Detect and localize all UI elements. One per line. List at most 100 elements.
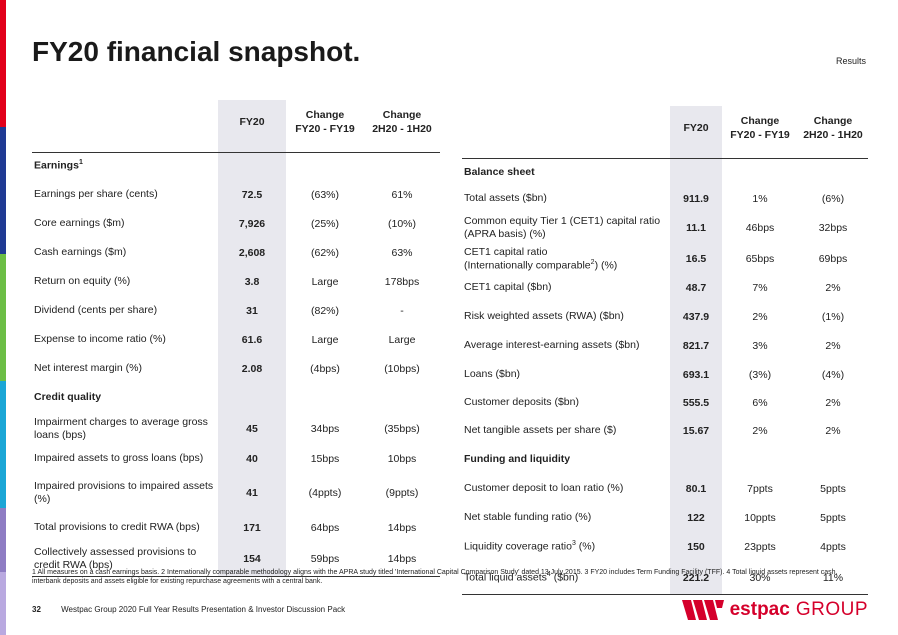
fy20-value: 3.8 bbox=[218, 268, 286, 296]
change-half-value: 4ppts bbox=[820, 541, 846, 553]
change-half-value: 14bps bbox=[387, 522, 417, 534]
fy20-cell bbox=[670, 446, 722, 474]
fy20-value: 45 bbox=[218, 412, 286, 446]
change-half-value: 69bps bbox=[818, 253, 848, 265]
fy20-value: 11.1 bbox=[670, 212, 722, 244]
row-label: Net tangible assets per share ($) bbox=[464, 424, 617, 437]
westpac-w-icon bbox=[681, 600, 724, 620]
table-row: Impaired assets to gross loans (bps) 40 15… bbox=[32, 446, 440, 472]
change-fy-value: 2% bbox=[752, 311, 768, 323]
right-snapshot-table: FY20 Change FY20 - FY19 Change 2H20 - 1H20… bbox=[462, 106, 868, 595]
table-row: Total provisions to credit RWA (bps) 171 6… bbox=[32, 514, 440, 542]
change-half-value: 178bps bbox=[384, 276, 420, 288]
stripe-segment bbox=[0, 571, 6, 635]
fy20-value: 2,608 bbox=[218, 238, 286, 268]
row-label-part: ($bn) bbox=[550, 571, 579, 584]
page-number: 32 bbox=[32, 605, 41, 614]
fy20-value: 61.6 bbox=[218, 326, 286, 354]
change-half-value: 5ppts bbox=[820, 483, 846, 495]
row-label: Total assets ($bn) bbox=[464, 192, 547, 205]
stripe-segment bbox=[0, 381, 6, 445]
footnotes: 1 All measures on a cash earnings basis.… bbox=[32, 569, 838, 586]
table-row: Cash earnings ($m) 2,608 (62%) 63% bbox=[32, 238, 440, 268]
fy20-value: 31 bbox=[218, 296, 286, 326]
fy20-value: 16.5 bbox=[670, 244, 722, 274]
footer-text: Westpac Group 2020 Full Year Results Pre… bbox=[61, 605, 346, 614]
row-label: Impaired provisions to impaired assets (… bbox=[34, 479, 214, 505]
table-row: Total liquid assets4 ($bn) 221.2 30% 11% bbox=[462, 562, 868, 595]
footnote-ref: 2 bbox=[590, 258, 595, 266]
table-row: CET1 capital ratio (Internationally compa… bbox=[462, 244, 868, 274]
stripe-segment bbox=[0, 317, 6, 381]
table-row: Customer deposits ($bn) 555.5 6% 2% bbox=[462, 390, 868, 416]
section-row: Credit quality bbox=[32, 384, 440, 412]
row-label-part: (Internationally comparable bbox=[464, 259, 591, 272]
fy20-value: 171 bbox=[218, 514, 286, 542]
fy20-value: 15.67 bbox=[670, 416, 722, 446]
change-half-value: - bbox=[400, 305, 404, 317]
change-fy-value: (82%) bbox=[310, 305, 339, 317]
change-fy-value: 34bps bbox=[310, 423, 340, 435]
row-label: Dividend (cents per share) bbox=[34, 304, 158, 317]
table-row: Customer deposit to loan ratio (%) 80.1 7p… bbox=[462, 474, 868, 504]
section-title-text: Balance sheet bbox=[464, 165, 535, 178]
change-cell bbox=[364, 384, 440, 412]
change-fy-value: (63%) bbox=[310, 189, 339, 201]
section-title: Credit quality bbox=[32, 384, 218, 412]
row-label-part: (%) bbox=[575, 540, 596, 553]
change-half-value: (10%) bbox=[387, 218, 416, 230]
row-label: Net interest margin (%) bbox=[34, 362, 142, 375]
table-row: Impairment charges to average gross loan… bbox=[32, 412, 440, 446]
change-fy-value: 7% bbox=[752, 282, 768, 294]
change-fy-value: Large bbox=[311, 334, 339, 346]
row-label: Liquidity coverage ratio3 (%) bbox=[462, 532, 670, 562]
table-row: Total assets ($bn) 911.9 1% (6%) bbox=[462, 186, 868, 212]
stripe-segment bbox=[0, 63, 6, 127]
table-row: Core earnings ($m) 7,926 (25%) (10%) bbox=[32, 210, 440, 238]
page-title: FY20 financial snapshot. bbox=[32, 36, 361, 67]
table-row: Risk weighted assets (RWA) ($bn) 437.9 2% (… bbox=[462, 302, 868, 332]
section-title-text: Credit quality bbox=[34, 391, 102, 404]
change-half-value: 63% bbox=[391, 247, 413, 259]
fy20-value: 41 bbox=[218, 472, 286, 514]
change-fy-value: 64bps bbox=[310, 522, 340, 534]
left-snapshot-table: FY20 Change FY20 - FY19 Change 2H20 - 1H20… bbox=[32, 100, 440, 577]
change-fy-value: (62%) bbox=[310, 247, 339, 259]
row-label: Risk weighted assets (RWA) ($bn) bbox=[464, 310, 624, 323]
row-label: Collectively assessed provisions to cred… bbox=[32, 542, 218, 577]
fy20-value: 122 bbox=[670, 504, 722, 532]
stripe-segment bbox=[0, 508, 6, 572]
change-cell bbox=[798, 158, 868, 186]
fy20-value: 555.5 bbox=[670, 390, 722, 416]
change-cell bbox=[364, 152, 440, 180]
change-fy-value: (4ppts) bbox=[308, 487, 342, 499]
fy20-cell bbox=[218, 152, 286, 180]
change-half-value: 14bps bbox=[364, 542, 440, 577]
row-label: Expense to income ratio (%) bbox=[34, 333, 166, 346]
row-label: CET1 capital ($bn) bbox=[464, 281, 552, 294]
section-row: Earnings1 bbox=[32, 152, 440, 180]
table-row: Common equity Tier 1 (CET1) capital rati… bbox=[462, 212, 868, 244]
page-footer: 32 Westpac Group 2020 Full Year Results … bbox=[32, 605, 345, 614]
row-label: Earnings per share (cents) bbox=[34, 188, 158, 201]
change-cell bbox=[722, 158, 798, 186]
col-header-change-fy: Change FY20 - FY19 bbox=[286, 100, 364, 153]
row-label: Total liquid assets4 ($bn) bbox=[462, 562, 670, 595]
change-fy-value: (4bps) bbox=[310, 363, 340, 375]
section-row: Funding and liquidity bbox=[462, 446, 868, 474]
change-half-value: 2% bbox=[825, 425, 841, 437]
row-label: Loans ($bn) bbox=[464, 368, 521, 381]
table-row: Average interest-earning assets ($bn) 821… bbox=[462, 332, 868, 360]
row-label: Impaired assets to gross loans (bps) bbox=[34, 452, 204, 465]
westpac-group-logo: estpac GROUP bbox=[681, 598, 868, 622]
change-fy-value: 6% bbox=[752, 397, 768, 409]
stripe-segment bbox=[0, 190, 6, 254]
change-fy-value: 30% bbox=[722, 562, 798, 595]
change-half-value: (6%) bbox=[821, 193, 845, 205]
logo-group-text: GROUP bbox=[795, 599, 868, 620]
change-half-value: 32bps bbox=[818, 222, 848, 234]
table-row: Return on equity (%) 3.8 Large 178bps bbox=[32, 268, 440, 296]
change-half-value: (10bps) bbox=[384, 363, 420, 375]
change-fy-value: 2% bbox=[752, 425, 768, 437]
change-fy-value: 10ppts bbox=[744, 512, 776, 524]
